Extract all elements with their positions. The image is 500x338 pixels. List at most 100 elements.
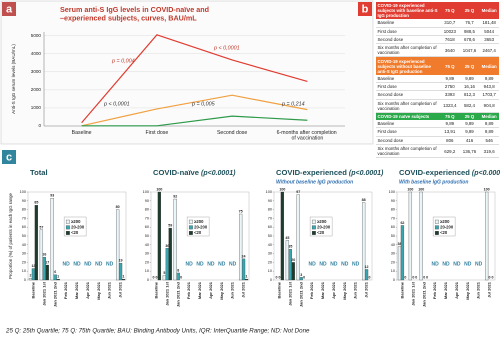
x-tick-label: Baseline — [277, 281, 282, 298]
x-tick-label: Feb 2021 — [309, 281, 314, 299]
bar — [288, 249, 292, 281]
footnote: 25 Q: 25th Quartile; 75 Q: 75th Quartile… — [5, 328, 310, 335]
y-tick-label: 100 — [20, 190, 26, 194]
bar-value-label: 88 — [362, 198, 366, 202]
not-done-label: ND — [196, 261, 204, 267]
chart-title: Serum anti-S IgG levels in COVID-naïve a… — [60, 5, 211, 23]
table-cell: 1703,7 — [479, 90, 499, 100]
y-tick-label: 40 — [391, 243, 395, 247]
x-tick-label: Baseline — [72, 130, 92, 136]
y-tick-label: 80 — [145, 208, 149, 212]
bar-value-label: 0 — [155, 275, 157, 279]
table-cell: 9,89 — [479, 74, 499, 84]
bar-value-label: 24 — [242, 254, 246, 258]
table-cell: 9,89 — [459, 120, 480, 129]
y-tick-label: 40 — [268, 243, 272, 247]
chart-title: COVID-experienced — [399, 168, 470, 177]
legend-swatch — [65, 219, 70, 224]
table-row: Second dose 3393 812,3 1703,7 — [376, 90, 499, 100]
x-tick-label: Baseline — [154, 281, 159, 298]
bar — [296, 194, 300, 281]
summary-table: COVID-19 experienced subjects with basel… — [376, 2, 499, 159]
bar — [39, 229, 44, 281]
bar-value-label: 85 — [34, 201, 38, 205]
legend-label: ≥200 — [71, 219, 81, 224]
table-cell: 1323,4 — [439, 99, 460, 113]
y-tick-label: 20 — [391, 260, 395, 264]
y-tick-label: 30 — [391, 252, 395, 256]
y-tick-label: 80 — [391, 208, 395, 212]
table-cell: COVID-19 naïve subjects — [377, 113, 430, 119]
p-value: (p<0.0001) — [349, 170, 384, 177]
table-cell: Median — [481, 8, 497, 14]
y-tick-label: 4000 — [31, 51, 42, 56]
table-cell: 9,89 — [459, 74, 480, 84]
table-cell: 76,7 — [459, 19, 480, 28]
table-row: First dose 2750 16,16 943,8 — [376, 82, 499, 92]
not-done-label: ND — [442, 261, 450, 267]
table-header-row: COVID-19 naïve subjects 75 Q 25 Q Median — [376, 112, 499, 121]
table-cell: COVID-19 experienced subjects without ba… — [377, 58, 431, 74]
panel-a-frame — [0, 0, 374, 145]
table-cell: 943,8 — [479, 82, 499, 92]
x-tick-label: May 2021 — [96, 281, 101, 300]
not-done-label: ND — [84, 261, 92, 267]
table-cell: Second dose — [376, 90, 440, 100]
y-tick-label: 60 — [391, 225, 395, 229]
table-cell: Six months after completion of vaccinati… — [376, 99, 440, 113]
bar — [168, 227, 172, 281]
legend-label: 20-200 — [71, 225, 85, 230]
not-done-label: ND — [229, 261, 237, 267]
bar-value-label: 93 — [50, 194, 54, 198]
table-cell: 25 Q — [464, 8, 475, 14]
table-cell: 678,6 — [459, 35, 480, 45]
legend-label: 20-200 — [194, 225, 208, 230]
table-row: Six months after completion of vaccinati… — [376, 144, 499, 159]
not-done-label: ND — [308, 261, 316, 267]
y-tick-label: 50 — [145, 234, 149, 238]
table-cell: 2467,4 — [479, 43, 499, 58]
bar-value-label: 26 — [42, 253, 46, 257]
bar — [364, 269, 369, 281]
y-tick-label: 40 — [145, 243, 149, 247]
y-tick-label: 100 — [389, 190, 395, 194]
table-cell: 181,48 — [479, 19, 499, 28]
table-cell: 319,6 — [479, 144, 499, 159]
bar-value-label: 100 — [407, 187, 413, 191]
table-cell: 13,91 — [439, 127, 460, 137]
y-tick-label: 20 — [145, 260, 149, 264]
x-tick-label: Jun 2021 — [230, 281, 235, 299]
bar — [157, 191, 162, 281]
bar — [280, 191, 285, 281]
y-axis-label: Proportion (%) of patients in each IgG r… — [8, 192, 13, 278]
not-done-label: ND — [341, 261, 349, 267]
table-cell: Median — [481, 113, 497, 119]
legend-label: ≥200 — [194, 219, 204, 224]
table-cell: 136,76 — [459, 144, 480, 159]
bar — [238, 213, 243, 281]
y-tick-label: 30 — [145, 252, 149, 256]
not-done-label: ND — [330, 261, 338, 267]
legend-label: <20 — [317, 230, 325, 235]
bar-value-label: 0 — [303, 275, 305, 279]
series-line — [81, 94, 308, 127]
table-cell: Baseline — [376, 19, 440, 28]
bar-value-label: 36 — [165, 244, 169, 248]
x-tick-label: Jul 2021 — [487, 281, 492, 298]
y-tick-label: 1000 — [31, 105, 42, 110]
p-value: (p<0.0001) — [201, 170, 236, 177]
y-tick-label: 50 — [391, 234, 395, 238]
table-cell: 75 Q — [445, 8, 455, 14]
p-value-annotation: p = 0,214 — [281, 101, 305, 107]
bar-value-label: 0 — [415, 275, 417, 279]
x-tick-label: Apr 2021 — [85, 281, 90, 299]
x-tick-label: Apr 2021 — [208, 281, 213, 299]
bar-value-label: 20 — [291, 258, 295, 262]
bar-value-label: 19 — [119, 259, 123, 263]
y-tick-label: 10 — [391, 269, 395, 273]
not-done-label: ND — [185, 261, 193, 267]
y-tick-label: 70 — [268, 216, 272, 220]
x-tick-label: Jul 2021 — [118, 281, 123, 298]
not-done-label: ND — [62, 261, 70, 267]
